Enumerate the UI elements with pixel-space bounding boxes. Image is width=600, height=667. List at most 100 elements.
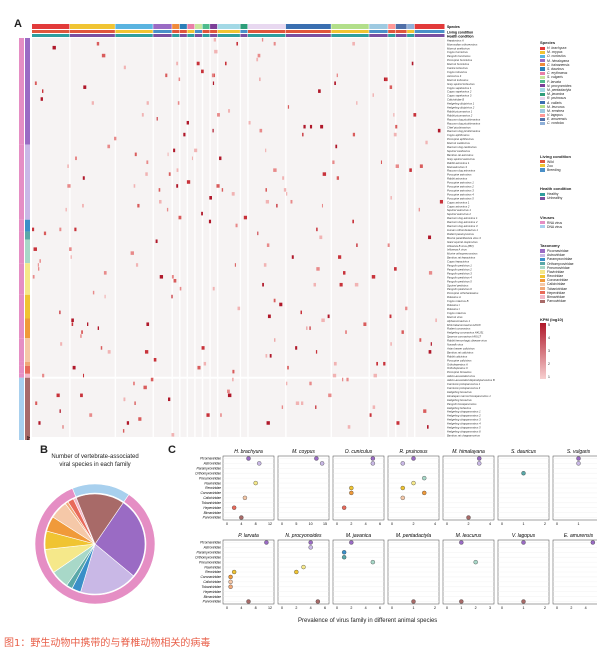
heatmap-row-label: Mamastrovirus 3: [447, 165, 467, 169]
heatmap-row-label: Marmot hunnivirus: [447, 62, 470, 66]
dot-panel-family-label: Picornaviridae: [200, 457, 221, 461]
track-label: Health condition: [447, 35, 474, 39]
legend-swatch: [540, 59, 545, 63]
heatmap-cell: [437, 128, 441, 133]
heatmap-cell: [80, 334, 82, 338]
heatmap-cell: [273, 298, 276, 303]
heatmap-cell: [171, 294, 173, 299]
heatmap-row-label: Raccoon dog astrovirus: [447, 169, 476, 173]
leg-taxonomy-item-10: Hepeviridae: [540, 291, 598, 295]
legend-swatch: [540, 100, 545, 105]
heatmap-cell: [171, 433, 175, 437]
dot-panel-tick-label: 6: [324, 606, 326, 610]
heatmap-cell: [339, 282, 343, 287]
heatmap-row-label: Rabbit calicivirus: [447, 354, 468, 358]
heatmap-cell: [141, 113, 144, 117]
dot-panel-family-label: Hepeviridae: [203, 590, 221, 594]
dot-point: [370, 461, 376, 466]
species-track-cell: [210, 24, 218, 29]
heatmap-cell: [236, 41, 238, 46]
heatmap-cell: [227, 389, 230, 394]
living-track-cell: [187, 30, 195, 33]
leg-species-item-7: S. vulgaris: [540, 75, 598, 79]
virus-type-track-cell: [19, 377, 24, 440]
heatmap-cell: [306, 326, 308, 330]
heatmap-cell: [373, 373, 377, 378]
dot-panel-title: M. coypus: [292, 449, 315, 455]
heatmap-row-label: Coypu aphthovirus: [447, 133, 470, 137]
species-track-cell: [69, 24, 115, 29]
heatmap-cell: [97, 326, 100, 330]
heatmap-cell: [405, 306, 408, 311]
heatmap-row-label: Pangolin hunnivirus: [447, 54, 471, 58]
pie-title-line-1: Number of vertebrate-associated: [51, 454, 139, 460]
heatmap-cell: [176, 61, 179, 66]
heatmap-cell: [186, 120, 190, 125]
legend-swatch: [540, 278, 545, 282]
heatmap-row-label: Canine kobuvirus: [447, 66, 468, 70]
dot-panel-tick-label: 2: [544, 522, 546, 526]
dot-point: [521, 540, 526, 545]
dot-panel-title: S. dauricus: [511, 449, 537, 455]
dot-panel-tick-label: 0: [226, 522, 228, 526]
health-track-cell: [202, 34, 210, 37]
dot-panel-family-label: Pneumoviridae: [199, 476, 221, 480]
legend-label: Astroviridae: [547, 253, 565, 258]
legend-label: M. leucurus: [547, 104, 565, 109]
virus-type-track-cell: [19, 239, 24, 264]
legend-label: RNA virus: [547, 220, 563, 225]
heatmap-cell: [155, 239, 158, 244]
heatmap-cell: [333, 361, 337, 366]
dot-panel-tick-label: 0: [446, 522, 448, 526]
heatmap-row-label: Marmot virus: [447, 315, 463, 319]
living-track-cell: [388, 30, 396, 33]
heatmap-row-label: Mammalian orthoreovirus: [447, 42, 478, 46]
species-track-cell: [388, 24, 396, 29]
heatmap-row-label: Hedgehog chapparvovirus 2: [447, 414, 481, 418]
heatmap-cell: [380, 160, 383, 165]
heatmap-cell: [122, 429, 125, 433]
legend-swatch: [540, 117, 545, 121]
dot-point: [308, 540, 313, 545]
living-track-cell: [32, 30, 70, 33]
heatmap-cell: [320, 124, 324, 129]
heatmap-cell: [336, 73, 338, 78]
dot-point: [231, 505, 237, 510]
panel-letter-a: A: [14, 18, 22, 30]
legend-swatch: [540, 109, 545, 113]
heatmap-cell: [274, 338, 276, 342]
heatmap-row-label: Coypu sapelovirus 3: [447, 94, 472, 98]
dot-point: [246, 456, 251, 461]
heatmap-cell: [69, 247, 72, 251]
heatmap-cell: [283, 188, 287, 192]
living-track-cell: [331, 30, 369, 33]
species-track-cell: [172, 24, 180, 29]
kpm-tick: 3: [548, 349, 550, 354]
heatmap-cell: [134, 401, 136, 406]
heatmap-row-label: Alphacoronavirus 1: [446, 319, 471, 323]
dot-panel-title: M. leucurus: [456, 533, 482, 539]
heatmap-cell: [335, 144, 338, 149]
heatmap-cell: [419, 164, 423, 168]
dot-panel-tick-label: 2: [413, 522, 415, 526]
leg-taxonomy-item-5: Flaviviridae: [540, 270, 598, 274]
heatmap-cell: [221, 188, 224, 192]
dot-point: [264, 540, 269, 545]
heatmap-row-label: Hedgehog bocavirus: [447, 398, 472, 402]
species-track-cell: [187, 24, 195, 29]
heatmap-row-label: Himalayan marmot bocaparvovirus 1: [447, 394, 491, 398]
dot-panel-title: R. pruinosus: [399, 449, 428, 455]
heatmap-cell: [212, 286, 215, 291]
health-track-cell: [388, 34, 396, 37]
legend-label: S. dauricus: [547, 67, 564, 72]
heatmap-row-label: Hedgehog dicipivirus 1: [447, 102, 475, 106]
kpm-tick: 1: [548, 375, 550, 380]
health-track-cell: [172, 34, 180, 37]
dot-point: [370, 456, 376, 461]
leg-species-item-0: H. brachyura: [540, 46, 598, 50]
species-track-cell: [217, 24, 240, 29]
legend-swatch: [540, 225, 545, 229]
heatmap-cell: [273, 168, 277, 172]
heatmap-cell: [265, 199, 270, 204]
heatmap-row-label: Pangolin pestivirus 3: [447, 271, 472, 275]
